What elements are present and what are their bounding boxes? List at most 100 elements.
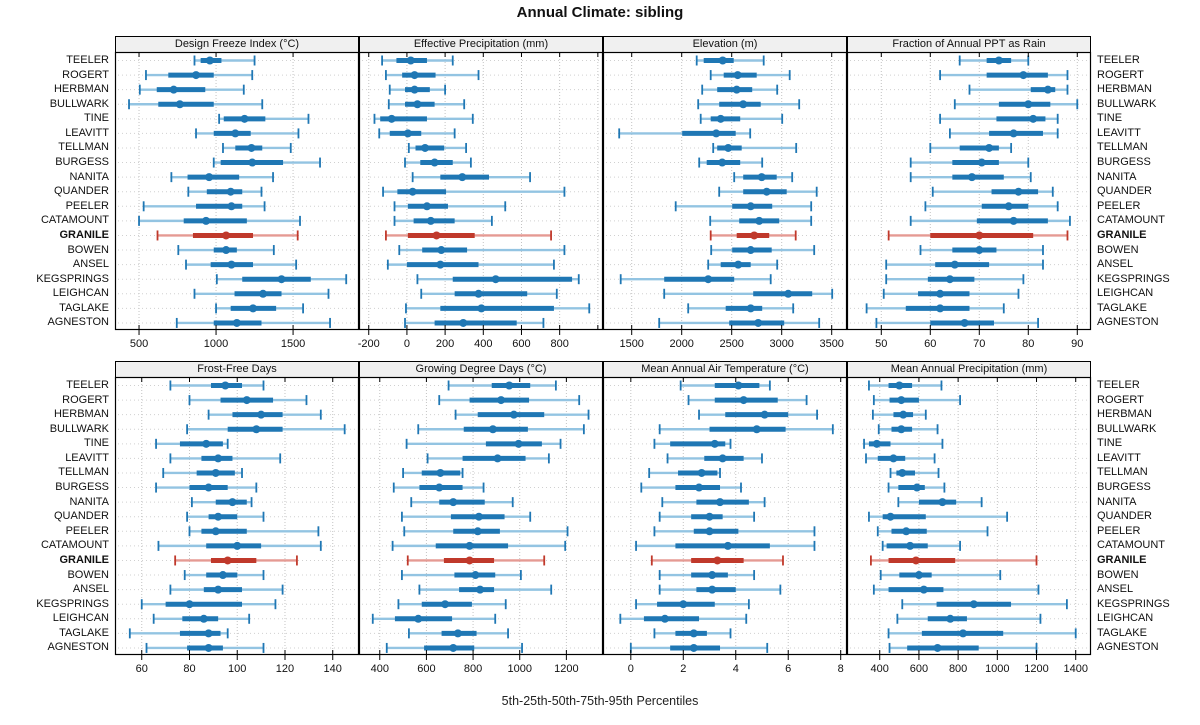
percentile-row-tellman-design-freeze-index-c	[222, 142, 292, 153]
panel-plot-elevation-m	[602, 51, 848, 331]
tick-label: 600	[910, 663, 928, 675]
percentile-row-leavitt-mean-annual-air-temperature-c	[666, 453, 763, 464]
percentile-row-granile-fraction-of-annual-ppt-as-rain	[887, 230, 1069, 241]
tick-label: 0	[404, 338, 410, 350]
panel-plot-fraction-of-annual-ppt-as-rain	[846, 51, 1092, 331]
station-label-left-burgess: BURGESS	[55, 481, 109, 494]
station-label-left-teeler: TEELER	[66, 379, 109, 391]
percentile-row-catamount-mean-annual-air-temperature-c	[635, 540, 816, 551]
percentile-row-teeler-mean-annual-precipitation-mm	[868, 380, 943, 391]
percentile-row-burgess-mean-annual-precipitation-mm	[887, 482, 946, 493]
station-label-right-leavitt: LEAVITT	[1097, 126, 1141, 139]
percentile-row-kegsprings-frost-free-days	[140, 599, 277, 610]
percentile-row-bullwark-fraction-of-annual-ppt-as-rain	[953, 99, 1079, 110]
percentile-row-ansel-frost-free-days	[169, 584, 284, 595]
tick-label: 600	[512, 338, 530, 350]
station-label-left-bowen: BOWEN	[67, 568, 109, 581]
percentile-row-agneston-design-freeze-index-c	[175, 317, 331, 328]
percentile-row-leighcan-mean-annual-precipitation-mm	[896, 613, 1042, 624]
percentile-row-nanita-fraction-of-annual-ppt-as-rain	[909, 172, 1032, 183]
panel-plot-design-freeze-index-c	[114, 51, 360, 331]
percentile-row-leavitt-fraction-of-annual-ppt-as-rain	[948, 128, 1059, 139]
percentile-row-herbman-growing-degree-days-c	[454, 409, 590, 420]
percentile-row-nanita-design-freeze-index-c	[170, 172, 274, 183]
percentile-row-taglake-mean-annual-precipitation-mm	[887, 628, 1077, 639]
tick-label: 70	[973, 338, 985, 350]
axis-x-fraction-of-annual-ppt-as-rain: 50 60 70 80 90	[875, 330, 1083, 350]
station-label-left-bowen: BOWEN	[67, 243, 109, 256]
percentile-row-nanita-frost-free-days	[190, 497, 253, 508]
percentile-row-bowen-growing-degree-days-c	[401, 570, 522, 581]
percentile-row-peeler-elevation-m	[674, 201, 813, 212]
percentile-row-teeler-elevation-m	[695, 55, 765, 66]
figure-caption: 5th-25th-50th-75th-95th Percentiles	[501, 694, 699, 708]
percentile-row-quander-fraction-of-annual-ppt-as-rain	[931, 186, 1054, 197]
percentile-row-tine-mean-annual-precipitation-mm	[863, 438, 944, 449]
tick-label: 3500	[819, 338, 843, 350]
percentile-row-taglake-frost-free-days	[128, 628, 229, 639]
station-label-right-ansel: ANSEL	[1097, 258, 1134, 271]
percentile-row-quander-frost-free-days	[186, 511, 265, 522]
percentile-row-agneston-frost-free-days	[145, 642, 265, 653]
percentile-row-tine-mean-annual-air-temperature-c	[653, 438, 732, 449]
percentile-row-bowen-mean-annual-precipitation-mm	[879, 570, 1002, 581]
percentile-row-burgess-growing-degree-days-c	[392, 482, 485, 493]
station-label-right-quander: QUANDER	[1097, 185, 1153, 198]
percentile-row-leighcan-design-freeze-index-c	[193, 288, 330, 299]
percentile-row-peeler-design-freeze-index-c	[142, 201, 266, 212]
tick-label: 200	[436, 338, 454, 350]
percentile-row-herbman-mean-annual-precipitation-mm	[871, 409, 927, 420]
percentile-row-burgess-effective-precipitation-mm	[404, 157, 472, 168]
percentile-row-taglake-effective-precipitation-mm	[405, 303, 591, 314]
tick-label: 1200	[554, 663, 578, 675]
percentile-row-tellman-elevation-m	[712, 142, 798, 153]
percentile-row-bowen-effective-precipitation-mm	[398, 245, 566, 256]
percentile-row-teeler-mean-annual-air-temperature-c	[679, 380, 771, 391]
percentile-row-bowen-mean-annual-air-temperature-c	[658, 570, 756, 581]
tick-label: 600	[417, 663, 435, 675]
percentile-row-ansel-mean-annual-air-temperature-c	[658, 584, 782, 595]
station-label-right-agneston: AGNESTON	[1097, 641, 1159, 654]
percentile-row-taglake-mean-annual-air-temperature-c	[653, 628, 732, 639]
tick-label: 80	[183, 663, 195, 675]
percentile-row-teeler-growing-degree-days-c	[447, 380, 557, 391]
percentile-row-rogert-effective-precipitation-mm	[385, 70, 480, 81]
percentile-row-bullwark-design-freeze-index-c	[128, 99, 264, 110]
percentile-row-teeler-effective-precipitation-mm	[381, 55, 454, 66]
station-label-right-bowen: BOWEN	[1097, 568, 1139, 581]
percentile-row-tine-fraction-of-annual-ppt-as-rain	[939, 113, 1059, 124]
percentile-row-kegsprings-effective-precipitation-mm	[416, 274, 580, 285]
percentile-row-catamount-elevation-m	[709, 215, 813, 226]
station-label-right-taglake: TAGLAKE	[1097, 626, 1147, 639]
percentile-row-tine-design-freeze-index-c	[218, 113, 310, 124]
tick-label: 60	[924, 338, 936, 350]
tick-label: 400	[371, 663, 389, 675]
tick-label: 8	[838, 663, 844, 675]
station-label-left-granile: GRANILE	[59, 553, 110, 566]
percentile-row-agneston-mean-annual-precipitation-mm	[888, 642, 1038, 653]
tick-label: 400	[474, 338, 492, 350]
percentile-row-leavitt-design-freeze-index-c	[195, 128, 300, 139]
percentile-row-catamount-fraction-of-annual-ppt-as-rain	[909, 215, 1071, 226]
percentile-row-peeler-mean-annual-precipitation-mm	[876, 526, 989, 537]
axis-x-frost-free-days: 60 80 100 120 140	[136, 655, 342, 675]
percentile-row-leavitt-growing-degree-days-c	[426, 453, 550, 464]
panel-header-effective-precipitation-mm: Effective Precipitation (mm)	[359, 36, 603, 53]
percentile-row-agneston-elevation-m	[658, 317, 821, 328]
percentile-row-granile-elevation-m	[709, 230, 797, 241]
percentile-row-peeler-effective-precipitation-mm	[393, 201, 507, 212]
percentile-row-kegsprings-mean-annual-precipitation-mm	[901, 599, 1068, 610]
percentile-row-tellman-fraction-of-annual-ppt-as-rain	[929, 142, 1013, 153]
percentile-row-rogert-frost-free-days	[188, 395, 308, 406]
tick-label: 60	[136, 663, 148, 675]
station-label-right-granile: GRANILE	[1097, 228, 1147, 241]
station-label-left-tine: TINE	[83, 112, 109, 125]
station-label-left-rogert: ROGERT	[62, 68, 109, 81]
station-label-left-catamount: CATAMOUNT	[40, 214, 109, 227]
percentile-row-agneston-fraction-of-annual-ppt-as-rain	[875, 317, 1039, 328]
station-label-left-kegsprings: KEGSPRINGS	[36, 597, 109, 610]
percentile-row-peeler-mean-annual-air-temperature-c	[653, 526, 816, 537]
panel-plot-mean-annual-precipitation-mm	[846, 376, 1092, 656]
axis-x-elevation-m: 1500 2000 2500 3000 3500	[619, 330, 844, 350]
